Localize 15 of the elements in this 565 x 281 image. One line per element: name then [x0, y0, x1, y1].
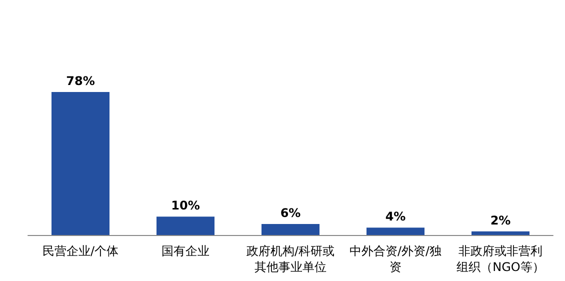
data-label: 10% [171, 198, 200, 213]
data-label: 4% [385, 210, 406, 224]
data-label: 78% [66, 74, 95, 88]
bar [156, 216, 214, 235]
bar [52, 92, 110, 235]
x-tick-label: 非政府或非营利组织（NGO等） [456, 244, 544, 274]
bar [472, 231, 530, 235]
x-tick-label: 中外合资/外资/独资 [349, 244, 442, 274]
x-tick-label: 国有企业 [162, 244, 210, 258]
x-tick-label: 民营企业/个体 [42, 244, 119, 258]
data-label: 6% [280, 206, 301, 220]
bar [262, 224, 320, 235]
data-label: 2% [490, 213, 511, 228]
x-tick-label: 政府机构/科研或其他事业单位 [246, 244, 335, 274]
bar [366, 228, 424, 235]
